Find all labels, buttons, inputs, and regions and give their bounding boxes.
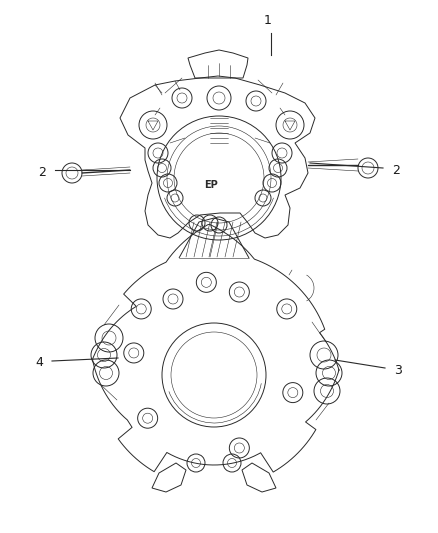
- Text: 2: 2: [38, 166, 46, 180]
- Text: 3: 3: [394, 364, 402, 376]
- Text: 2: 2: [392, 165, 400, 177]
- Text: EP: EP: [204, 180, 218, 190]
- Text: 1: 1: [264, 14, 272, 27]
- Text: 4: 4: [35, 357, 43, 369]
